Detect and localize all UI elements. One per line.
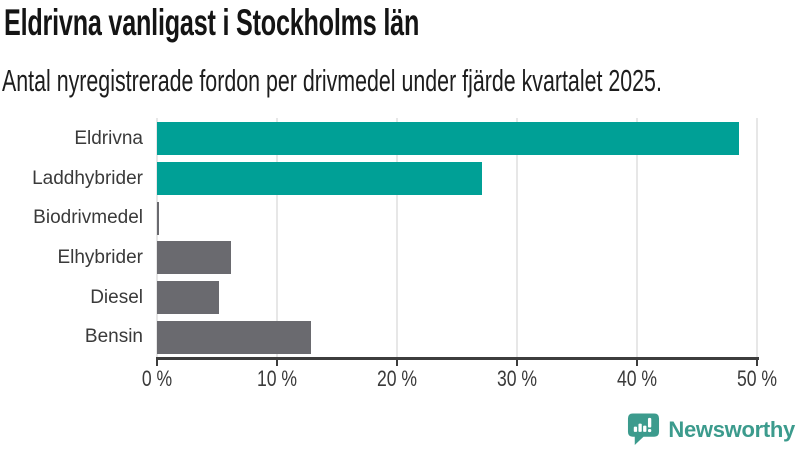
gridline-10 — [276, 118, 278, 358]
chart-row: Elhybrider — [0, 238, 757, 278]
gridline-40 — [636, 118, 638, 358]
tick-label-30: 30 % — [496, 366, 538, 391]
tick-label-10: 10 % — [256, 366, 298, 391]
chart-row: Biodrivmedel — [0, 198, 757, 238]
chart-title: Eldrivna vanligast i Stockholms län — [4, 2, 420, 43]
chart-row: Bensin — [0, 317, 757, 357]
category-label: Laddhybrider — [32, 167, 143, 189]
tick-mark-0 — [156, 357, 158, 366]
tick-label-0: 0 % — [141, 366, 173, 391]
tick-mark-30 — [516, 357, 518, 366]
bar-eldrivna — [157, 122, 739, 156]
gridlines — [156, 118, 758, 358]
newsworthy-bubble-chart-icon — [628, 413, 660, 446]
category-label: Eldrivna — [74, 127, 143, 149]
chart-subtitle: Antal nyregistrerade fordon per drivmede… — [2, 63, 662, 98]
chart-row: Diesel — [0, 278, 757, 318]
bar-chart: Eldrivna Laddhybrider Biodrivmedel Elhybrid… — [0, 119, 757, 357]
category-label: Elhybrider — [57, 246, 143, 268]
bar-track — [157, 122, 757, 156]
x-axis-line — [155, 357, 759, 360]
category-label: Diesel — [90, 286, 143, 308]
tick-mark-50 — [756, 357, 758, 366]
bar-biodrivmedel — [157, 201, 159, 235]
bar-bensin — [157, 320, 311, 354]
bar-track — [157, 201, 757, 235]
tick-mark-40 — [636, 357, 638, 366]
gridline-20 — [396, 118, 398, 358]
chart-row: Eldrivna — [0, 119, 757, 159]
tick-label-50: 50 % — [736, 366, 778, 391]
bar-track — [157, 320, 757, 354]
tick-mark-10 — [276, 357, 278, 366]
newsworthy-wordmark: Newsworthy — [668, 416, 795, 442]
chart-row: Laddhybrider — [0, 159, 757, 199]
bar-diesel — [157, 281, 220, 315]
bar-track — [157, 281, 757, 315]
bar-track — [157, 162, 757, 195]
tick-label-40: 40 % — [616, 366, 658, 391]
tick-label-20: 20 % — [376, 366, 418, 391]
bar-laddhybrider — [157, 162, 483, 195]
gridline-30 — [516, 118, 518, 358]
x-axis-tick-marks — [156, 357, 758, 366]
bar-track — [157, 241, 757, 275]
bar-elhybrider — [157, 241, 232, 275]
category-label: Biodrivmedel — [33, 207, 143, 229]
gridline-50 — [756, 118, 758, 358]
newsworthy-logo[interactable]: Newsworthy — [627, 412, 795, 447]
category-label: Bensin — [84, 326, 143, 348]
tick-mark-20 — [396, 357, 398, 366]
gridline-0 — [156, 118, 158, 358]
x-axis-tick-labels: 0 % 10 % 20 % 30 % 40 % 50 % — [142, 366, 777, 392]
